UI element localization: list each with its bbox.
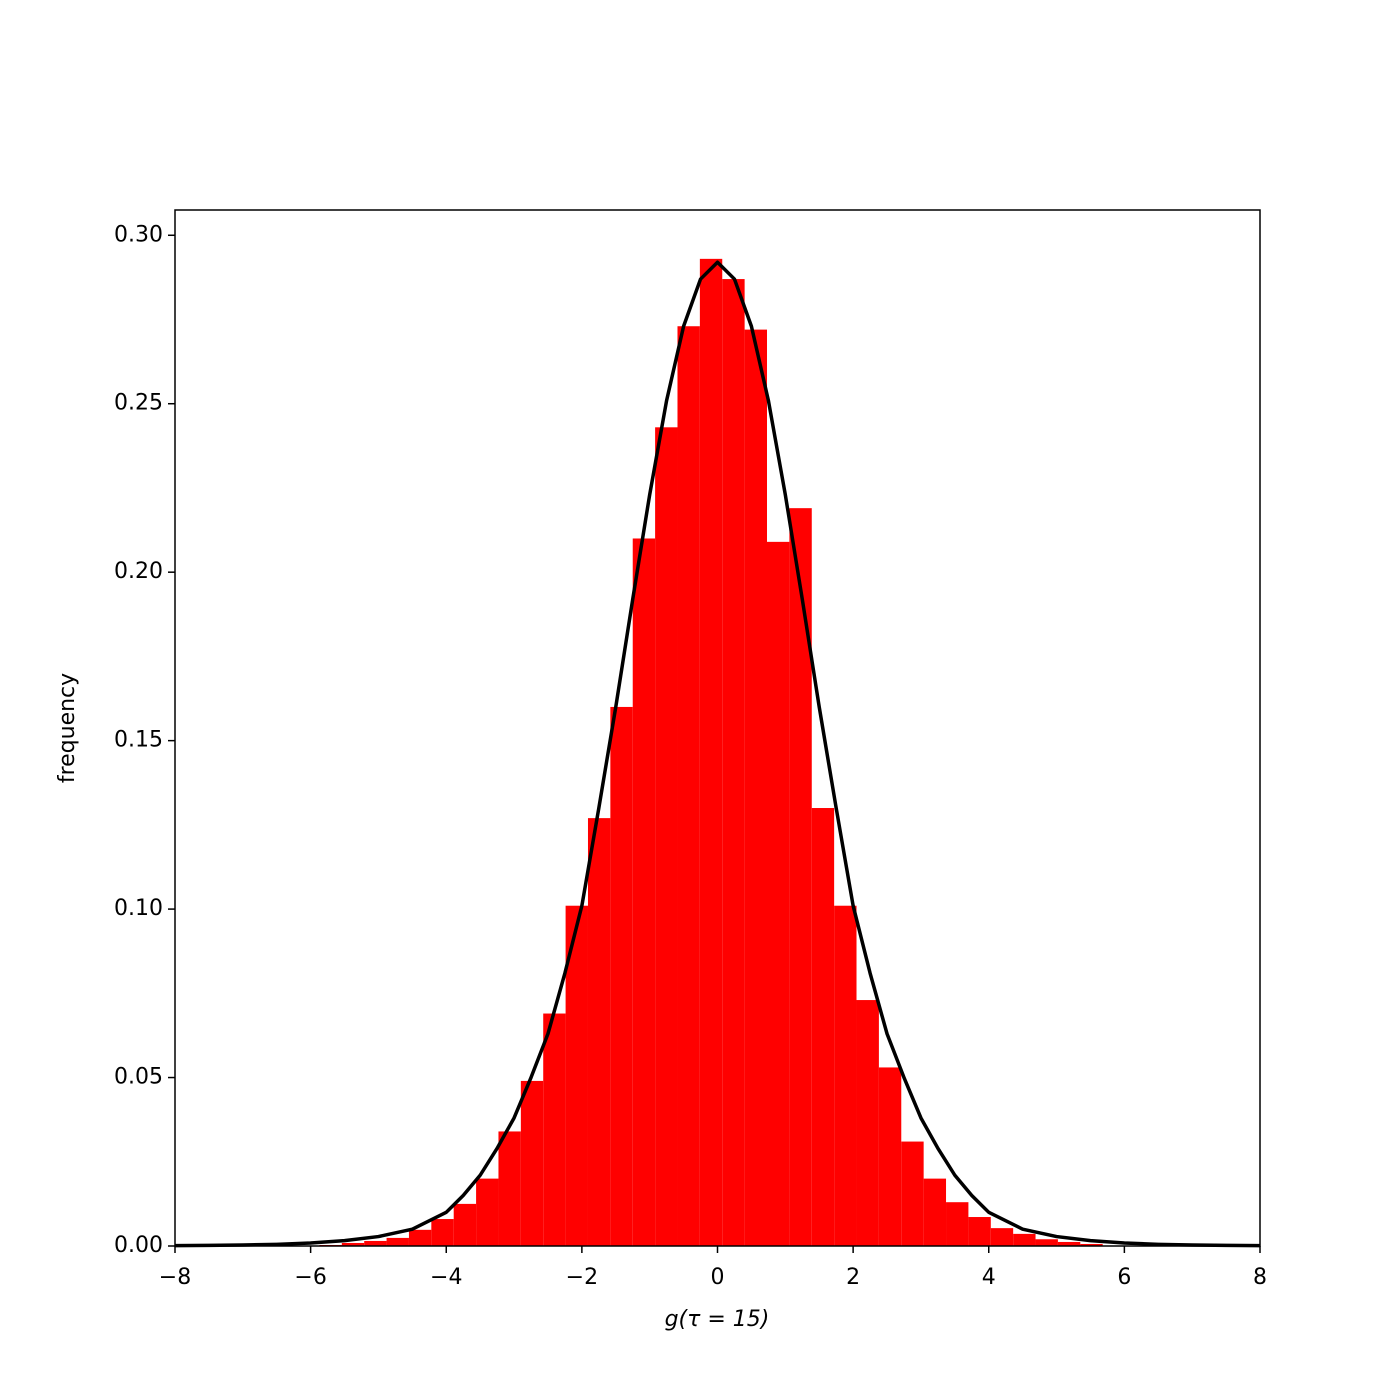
bar	[677, 326, 700, 1247]
bar	[1080, 1243, 1103, 1246]
bar	[744, 329, 768, 1246]
bar	[990, 1228, 1014, 1246]
bar	[431, 1219, 454, 1246]
y-tick-label: 0.00	[114, 1233, 163, 1258]
bar	[789, 508, 812, 1246]
bar	[834, 905, 857, 1246]
bar	[498, 1131, 521, 1246]
x-tick-label: −6	[294, 1265, 326, 1290]
bar	[923, 1178, 947, 1246]
bar	[1057, 1241, 1081, 1246]
x-tick-label: 0	[711, 1265, 725, 1290]
y-tick-label: 0.05	[114, 1065, 163, 1090]
bar	[878, 1067, 902, 1246]
bar	[699, 258, 723, 1246]
x-tick-label: 4	[982, 1265, 996, 1290]
bar	[610, 706, 633, 1246]
bar	[1013, 1233, 1036, 1246]
y-tick-label: 0.15	[114, 728, 163, 753]
x-tick-label: 8	[1253, 1265, 1267, 1290]
bar	[722, 279, 745, 1247]
x-tick-label: −2	[566, 1265, 598, 1290]
y-tick-label: 0.10	[114, 896, 163, 921]
bar	[364, 1240, 387, 1246]
bar	[543, 1013, 566, 1246]
bar	[1035, 1239, 1058, 1246]
y-tick-label: 0.25	[114, 391, 163, 416]
bar	[655, 427, 678, 1246]
bar	[565, 905, 588, 1246]
bar	[968, 1217, 991, 1246]
bar	[587, 818, 611, 1246]
y-tick-label: 0.20	[114, 559, 163, 584]
y-tick-label: 0.30	[114, 222, 163, 247]
bar	[341, 1242, 365, 1246]
bar	[476, 1178, 499, 1246]
x-tick-label: 6	[1117, 1265, 1131, 1290]
x-axis-label: g(τ = 15)	[665, 1307, 770, 1332]
density-curve	[174, 260, 1261, 1248]
bar	[408, 1229, 432, 1246]
bar	[386, 1237, 409, 1246]
x-tick-label: −4	[430, 1265, 462, 1290]
bar	[520, 1080, 544, 1246]
bar	[856, 1000, 879, 1246]
bar	[632, 538, 656, 1246]
bar	[811, 808, 835, 1246]
x-tick-label: 2	[846, 1265, 860, 1290]
y-axis-label: frequency	[55, 673, 80, 783]
bar	[453, 1203, 477, 1246]
x-tick-label: −8	[159, 1265, 191, 1290]
bar	[901, 1141, 924, 1246]
bar	[767, 541, 790, 1246]
bar	[946, 1202, 969, 1246]
